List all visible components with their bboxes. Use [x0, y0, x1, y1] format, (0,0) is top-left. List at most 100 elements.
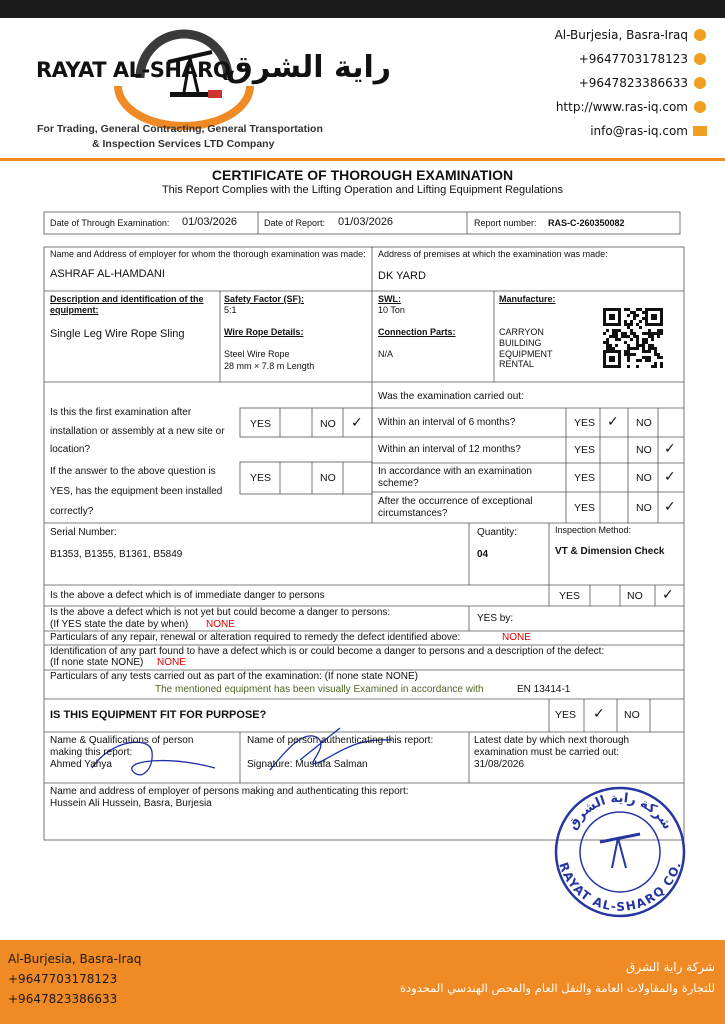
check-mark: ✓	[664, 469, 676, 485]
qr-module	[615, 329, 618, 332]
stamp: شركة راية الشرق RAYAT AL-SHARQ CO.	[554, 786, 686, 918]
wire-rope: 28 mm × 7.8 m Length	[224, 361, 315, 371]
wire-rope: Steel Wire Rope	[224, 349, 290, 359]
qr-module	[636, 347, 639, 350]
yes-label: YES	[574, 417, 596, 429]
check-mark: ✓	[351, 415, 363, 431]
qr-module	[636, 335, 639, 338]
footer-phone: +9647823386633	[8, 992, 118, 1006]
qr-module	[618, 338, 621, 341]
no-label: NO	[320, 472, 336, 484]
question-note: (If YES state the date by when)	[50, 619, 189, 630]
field-label: Name and address of employer of persons …	[50, 786, 409, 797]
company-name-arabic: راية الشرق	[226, 50, 392, 85]
report-number: RAS-C-260350082	[548, 218, 625, 228]
top-bar	[0, 0, 725, 18]
qr-module	[648, 356, 651, 359]
manufacturer: CARRYON BUILDING EQUIPMENT RENTAL	[499, 327, 553, 370]
qr-module	[627, 365, 630, 368]
qr-module	[636, 314, 639, 317]
qr-module	[648, 335, 651, 338]
qr-module	[615, 332, 618, 335]
qr-module	[624, 353, 627, 356]
field-label: Name & Qualifications of person making t…	[50, 735, 194, 758]
qr-module	[636, 365, 639, 368]
no-label: NO	[636, 444, 652, 456]
field-label: Latest date by which next thorough exami…	[474, 735, 630, 758]
yes-label: YES	[574, 444, 596, 456]
qr-module	[651, 344, 654, 347]
no-label: NO	[627, 590, 643, 602]
equipment-description: Single Leg Wire Rope Sling	[50, 328, 185, 340]
contact-phone-1: +9647703178123	[578, 52, 688, 66]
qr-module	[630, 320, 633, 323]
qr-module	[639, 359, 642, 362]
qr-module	[636, 359, 639, 362]
qr-module	[645, 350, 648, 353]
answer: NONE	[206, 619, 235, 630]
qr-module	[651, 332, 654, 335]
field-label: Manufacture:	[499, 294, 556, 304]
qr-module	[636, 338, 639, 341]
footer-address: Al-Burjesia, Basra-Iraq	[8, 952, 142, 966]
qr-module	[654, 362, 657, 365]
contact-email: info@ras-iq.com	[590, 124, 688, 138]
yes-label: YES	[250, 472, 272, 484]
qr-module	[633, 347, 636, 350]
qr-module	[615, 344, 618, 347]
qr-module	[624, 341, 627, 344]
qr-module	[618, 329, 621, 332]
qr-module	[654, 350, 657, 353]
qr-module	[609, 335, 612, 338]
check-mark: ✓	[607, 414, 619, 430]
qr-module	[627, 353, 630, 356]
qr-module	[660, 362, 663, 365]
qr-module	[651, 347, 654, 350]
table-grid	[43, 211, 685, 841]
qr-module	[654, 353, 657, 356]
check-mark: ✓	[664, 499, 676, 515]
qr-module	[642, 311, 645, 314]
qr-module	[627, 359, 630, 362]
swl: 10 Ton	[378, 305, 405, 315]
contact-website: http://www.ras-iq.com	[555, 100, 688, 114]
qr-module	[633, 314, 636, 317]
qr-module	[633, 317, 636, 320]
field-label: YES by:	[477, 613, 514, 624]
field-label: Address of premises at which the examina…	[378, 249, 608, 259]
answer: NONE	[157, 657, 186, 668]
qr-module	[639, 320, 642, 323]
employer-name: ASHRAF AL-HAMDANI	[50, 268, 165, 280]
field-label: Name and Address of employer for whom th…	[50, 249, 366, 259]
qr-module	[645, 356, 648, 359]
qr-module	[612, 335, 615, 338]
qr-module	[642, 332, 645, 335]
qr-module	[609, 347, 612, 350]
company-name: RAYAT AL-SHARQ	[36, 58, 231, 82]
question: Is this the first examination after inst…	[50, 407, 225, 455]
yes-label: YES	[555, 709, 577, 721]
qr-module	[624, 308, 627, 311]
answer: NONE	[502, 632, 531, 643]
no-label: NO	[636, 502, 652, 514]
question: Within an interval of 6 months?	[378, 417, 516, 428]
qr-module	[630, 338, 633, 341]
qr-module	[657, 353, 660, 356]
qr-module	[624, 320, 627, 323]
question: Particulars of any repair, renewal or al…	[50, 632, 461, 643]
qr-module	[612, 329, 615, 332]
qr-module	[606, 329, 609, 332]
qr-module	[615, 335, 618, 338]
quantity: 04	[477, 549, 489, 560]
qr-module	[657, 356, 660, 359]
qr-module	[612, 332, 615, 335]
field-label: Serial Number:	[50, 527, 117, 538]
qr-module	[660, 329, 663, 332]
qr-module	[657, 335, 660, 338]
yes-label: YES	[250, 418, 272, 430]
qr-module	[642, 338, 645, 341]
qr-module	[642, 356, 645, 359]
check-mark: ✓	[593, 706, 605, 722]
